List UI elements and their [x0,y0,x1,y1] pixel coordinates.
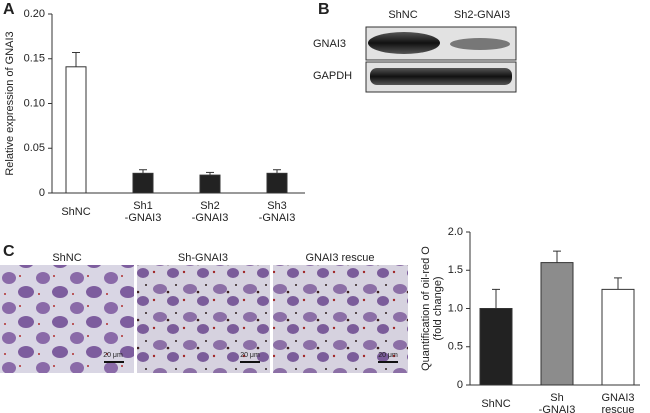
row-label: GAPDH [313,70,352,82]
bar [65,66,87,194]
y-tick-label: 0.20 [24,8,45,20]
x-tick-label: Sh1 -GNAI3 [125,200,162,224]
scale-label: 20 μm [378,352,398,359]
row-label: GNAI3 [313,38,346,50]
x-tick-label: ShNC [61,206,90,218]
image-label: Sh-GNAI3 [178,252,228,264]
bar [540,262,574,386]
scale-label: 20 μm [103,352,123,359]
bar [132,172,154,194]
x-tick-label: GNAI3 rescue [601,392,634,413]
panel-label: B [318,1,330,18]
micrograph [0,265,134,373]
y-tick-label: 2.0 [448,226,463,238]
panel-label: C [3,243,15,260]
image-label: GNAI3 rescue [305,252,374,264]
bar [266,172,288,194]
panel-label: A [3,1,15,18]
x-tick-label: ShNC [481,398,510,410]
y-tick-label: 0 [39,187,45,199]
bar [479,308,513,386]
y-axis-label: Relative expression of GNAI3 [4,31,16,175]
y-tick-label: 1.5 [448,264,463,276]
bar [601,288,635,386]
lane-label: Sh2-GNAI3 [454,9,510,21]
y-tick-label: 0.10 [24,97,45,109]
x-tick-label: Sh3 -GNAI3 [259,200,296,224]
blot-band [368,32,440,54]
y-tick-label: 0.5 [448,341,463,353]
image-label: ShNC [52,252,81,264]
scale-label: 20 μm [240,352,260,359]
bar [199,174,221,194]
y-tick-label: 1.0 [448,302,463,314]
micrograph [273,265,408,373]
blot-band [370,68,512,85]
micrograph [137,265,270,373]
x-tick-label: Sh -GNAI3 [539,392,576,413]
x-tick-label: Sh2 -GNAI3 [192,200,229,224]
y-tick-label: 0.15 [24,53,45,65]
y-tick-label: 0 [457,379,463,391]
lane-label: ShNC [388,9,417,21]
blot-band [450,38,510,50]
y-axis-label: Quantification of oil-red O(fold change) [420,246,444,371]
y-tick-label: 0.05 [24,142,45,154]
